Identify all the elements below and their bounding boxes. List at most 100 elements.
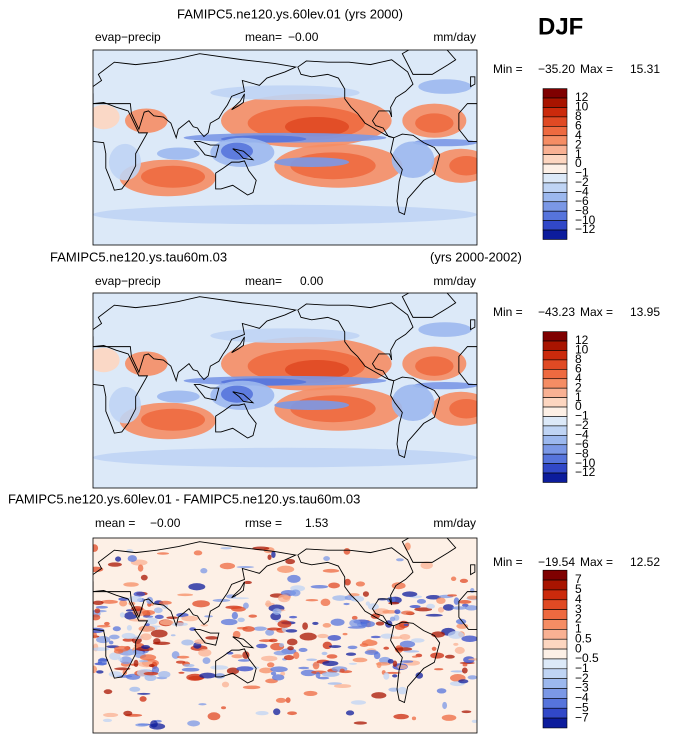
field-shading — [273, 650, 288, 656]
field-shading — [177, 593, 194, 597]
field-shading — [389, 616, 396, 622]
colorbar-box — [542, 658, 568, 670]
colorbar-label: −5 — [575, 700, 589, 714]
field-shading — [123, 582, 139, 587]
colorbar-label: −10 — [575, 213, 596, 227]
coastline — [193, 383, 220, 401]
colorbar-box — [542, 163, 568, 174]
field-shading — [343, 548, 351, 555]
field-shading — [104, 621, 110, 626]
coastline — [231, 581, 245, 599]
colorbar-box — [542, 717, 568, 729]
field-shading — [154, 614, 164, 620]
colorbar-box — [542, 378, 568, 389]
field-shading — [150, 720, 158, 728]
field-shading — [119, 656, 133, 665]
coastline — [401, 538, 457, 563]
field-shading — [458, 679, 469, 684]
field-shading — [107, 562, 122, 567]
field-shading — [411, 655, 419, 658]
coastline — [215, 648, 257, 684]
field-shading — [274, 157, 349, 167]
map — [93, 538, 477, 733]
colorbar-box — [542, 444, 568, 455]
field-shading — [392, 660, 398, 667]
field-shading — [343, 602, 350, 606]
field-shading — [317, 676, 330, 680]
field-shading — [401, 610, 414, 615]
field-shading — [137, 564, 144, 572]
colorbar-box — [542, 668, 568, 679]
field-shading — [277, 620, 292, 628]
colorbar-label: −7 — [575, 710, 589, 724]
field-shading — [395, 647, 413, 651]
field-shading — [278, 642, 285, 648]
coastline — [215, 403, 257, 439]
colorbar-box — [542, 579, 568, 591]
coastline — [93, 344, 149, 434]
field-shading — [127, 555, 137, 562]
colorbar-box — [542, 359, 568, 370]
field-shading — [376, 662, 382, 669]
field-shading — [276, 565, 295, 573]
field-shading — [415, 113, 454, 133]
mean-value: −0.00 — [150, 516, 181, 530]
field-shading — [102, 718, 113, 723]
field-shading — [236, 666, 254, 672]
panel-years: (yrs 2000-2002) — [430, 249, 522, 264]
field-shading — [322, 623, 332, 628]
field-shading — [271, 551, 276, 559]
colorbar-label: 4 — [575, 592, 582, 606]
field-shading — [310, 585, 329, 589]
max-label: Max = — [580, 305, 613, 319]
colorbar-label: −3 — [575, 681, 589, 695]
field-shading — [133, 591, 146, 597]
field-shading — [387, 658, 394, 664]
field-shading — [170, 634, 176, 637]
field-shading — [462, 663, 468, 667]
field-shading — [471, 719, 477, 723]
colorbar-label: −8 — [575, 446, 589, 460]
field-shading — [157, 390, 200, 403]
field-shading — [470, 588, 475, 593]
field-shading — [152, 641, 171, 646]
field-shading — [391, 141, 435, 178]
colorbar-box — [542, 154, 568, 165]
colorbar-box — [542, 599, 568, 610]
coastline — [93, 589, 149, 679]
field-shading — [365, 638, 373, 645]
field-shading — [151, 666, 160, 674]
field-shading — [415, 356, 454, 376]
field-shading — [141, 165, 205, 188]
field-shading — [148, 664, 155, 668]
season: DJF — [538, 13, 583, 40]
min-value: −43.23 — [538, 305, 575, 319]
field-shading — [399, 640, 416, 648]
field-shading — [248, 614, 258, 618]
field-shading — [140, 633, 152, 641]
field-shading — [153, 607, 163, 614]
field-shading — [237, 659, 251, 662]
colorbar-label: −6 — [575, 194, 589, 208]
coastline — [215, 160, 257, 196]
field-shading — [418, 79, 472, 94]
field-shading — [390, 636, 403, 639]
colorbar-box — [542, 229, 568, 240]
field-shading — [461, 603, 469, 607]
field-shading — [141, 644, 150, 649]
colorbar-label: 8 — [575, 109, 582, 123]
field-shading — [466, 595, 477, 600]
min-label: Min = — [493, 305, 523, 319]
field-shading — [328, 645, 342, 648]
field-shading — [270, 666, 288, 673]
colorbar-label: 4 — [575, 128, 582, 142]
field-shading — [450, 576, 457, 581]
coastline — [401, 50, 457, 75]
field-shading — [242, 626, 255, 632]
field-shading — [140, 574, 148, 581]
field-shading — [332, 595, 348, 601]
field-shading — [327, 635, 342, 641]
field-shading — [93, 447, 477, 468]
field-shading — [275, 697, 287, 703]
field-shading — [327, 682, 342, 685]
